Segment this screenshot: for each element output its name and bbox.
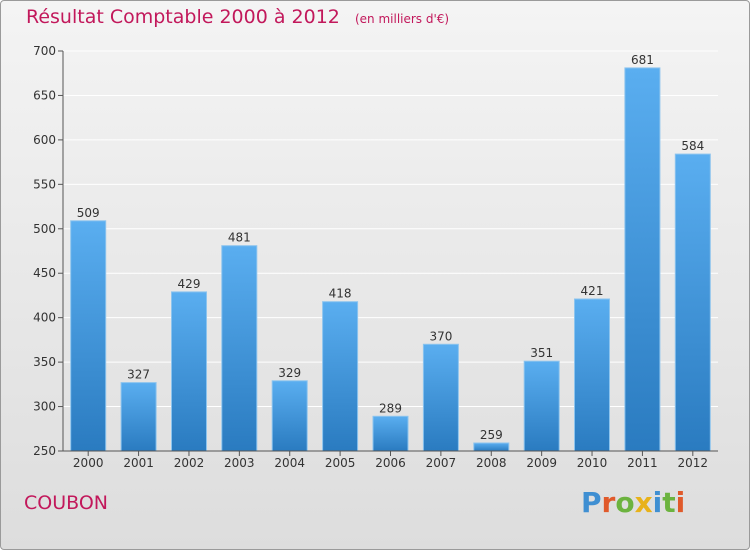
bar: [322, 301, 359, 452]
x-tick-label: 2001: [123, 456, 154, 470]
data-label: 481: [228, 231, 251, 245]
data-label: 584: [681, 139, 704, 153]
bar: [574, 298, 610, 452]
logo-letter: o: [615, 486, 635, 519]
y-tick-label: 500: [33, 222, 56, 236]
data-label: 351: [530, 346, 553, 360]
data-label: 681: [631, 53, 654, 67]
bar: [674, 153, 711, 452]
proxiti-logo[interactable]: Proxiti: [581, 486, 685, 519]
axes: [58, 50, 718, 456]
grid-lines: [63, 50, 718, 408]
y-tick-label: 450: [33, 266, 56, 280]
x-tick-label: 2009: [526, 456, 557, 470]
chart-title: Résultat Comptable 2000 à 2012: [26, 6, 340, 28]
bar: [473, 442, 510, 452]
y-tick-label: 650: [33, 88, 56, 102]
data-label: 370: [429, 329, 452, 343]
y-tick-label: 550: [33, 177, 56, 191]
data-label: 509: [77, 206, 100, 220]
bar: [271, 380, 308, 452]
bar: [372, 415, 409, 452]
bar: [70, 220, 107, 452]
logo-letter: x: [634, 486, 653, 519]
x-tick-label: 2003: [224, 456, 255, 470]
x-tick-label: 2004: [274, 456, 305, 470]
x-tick-label: 2008: [476, 456, 507, 470]
x-tick-label: 2002: [174, 456, 205, 470]
logo-letter: r: [601, 486, 616, 519]
title-row: Résultat Comptable 2000 à 2012 (en milli…: [26, 6, 449, 28]
bars: [70, 67, 711, 452]
bar: [120, 382, 157, 452]
y-tick-label: 300: [33, 400, 56, 414]
x-tick-label: 2005: [325, 456, 356, 470]
bar: [422, 343, 459, 452]
x-tick-label: 2010: [577, 456, 608, 470]
y-tick-label: 600: [33, 133, 56, 147]
y-tick-label: 350: [33, 355, 56, 369]
chart-subtitle: (en milliers d'€): [354, 12, 450, 26]
x-tick-label: 2012: [678, 456, 709, 470]
data-label: 289: [379, 401, 402, 415]
logo-letter: i: [675, 486, 686, 519]
data-label: 327: [127, 368, 150, 382]
bar: [523, 360, 560, 452]
x-tick-label: 2006: [375, 456, 406, 470]
labels: 250 300 350 400 450 500 550 600 650 700 509 2000 327…: [33, 44, 708, 470]
x-tick-label: 2007: [426, 456, 457, 470]
data-label: 429: [178, 277, 201, 291]
commune-name: COUBON: [24, 492, 108, 514]
bar: [171, 291, 207, 452]
x-tick-label: 2011: [627, 456, 658, 470]
y-tick-label: 400: [33, 311, 56, 325]
bar: [221, 245, 258, 452]
data-label: 421: [581, 284, 604, 298]
data-label: 259: [480, 428, 503, 442]
x-tick-label: 2000: [73, 456, 104, 470]
bar: [624, 67, 661, 452]
data-label: 329: [278, 366, 301, 380]
logo-letter: P: [581, 486, 602, 519]
logo-letter: t: [662, 486, 676, 519]
data-label: 418: [329, 287, 352, 301]
logo-letter: i: [652, 486, 663, 519]
y-tick-label: 700: [33, 44, 56, 58]
y-tick-label: 250: [33, 444, 56, 458]
